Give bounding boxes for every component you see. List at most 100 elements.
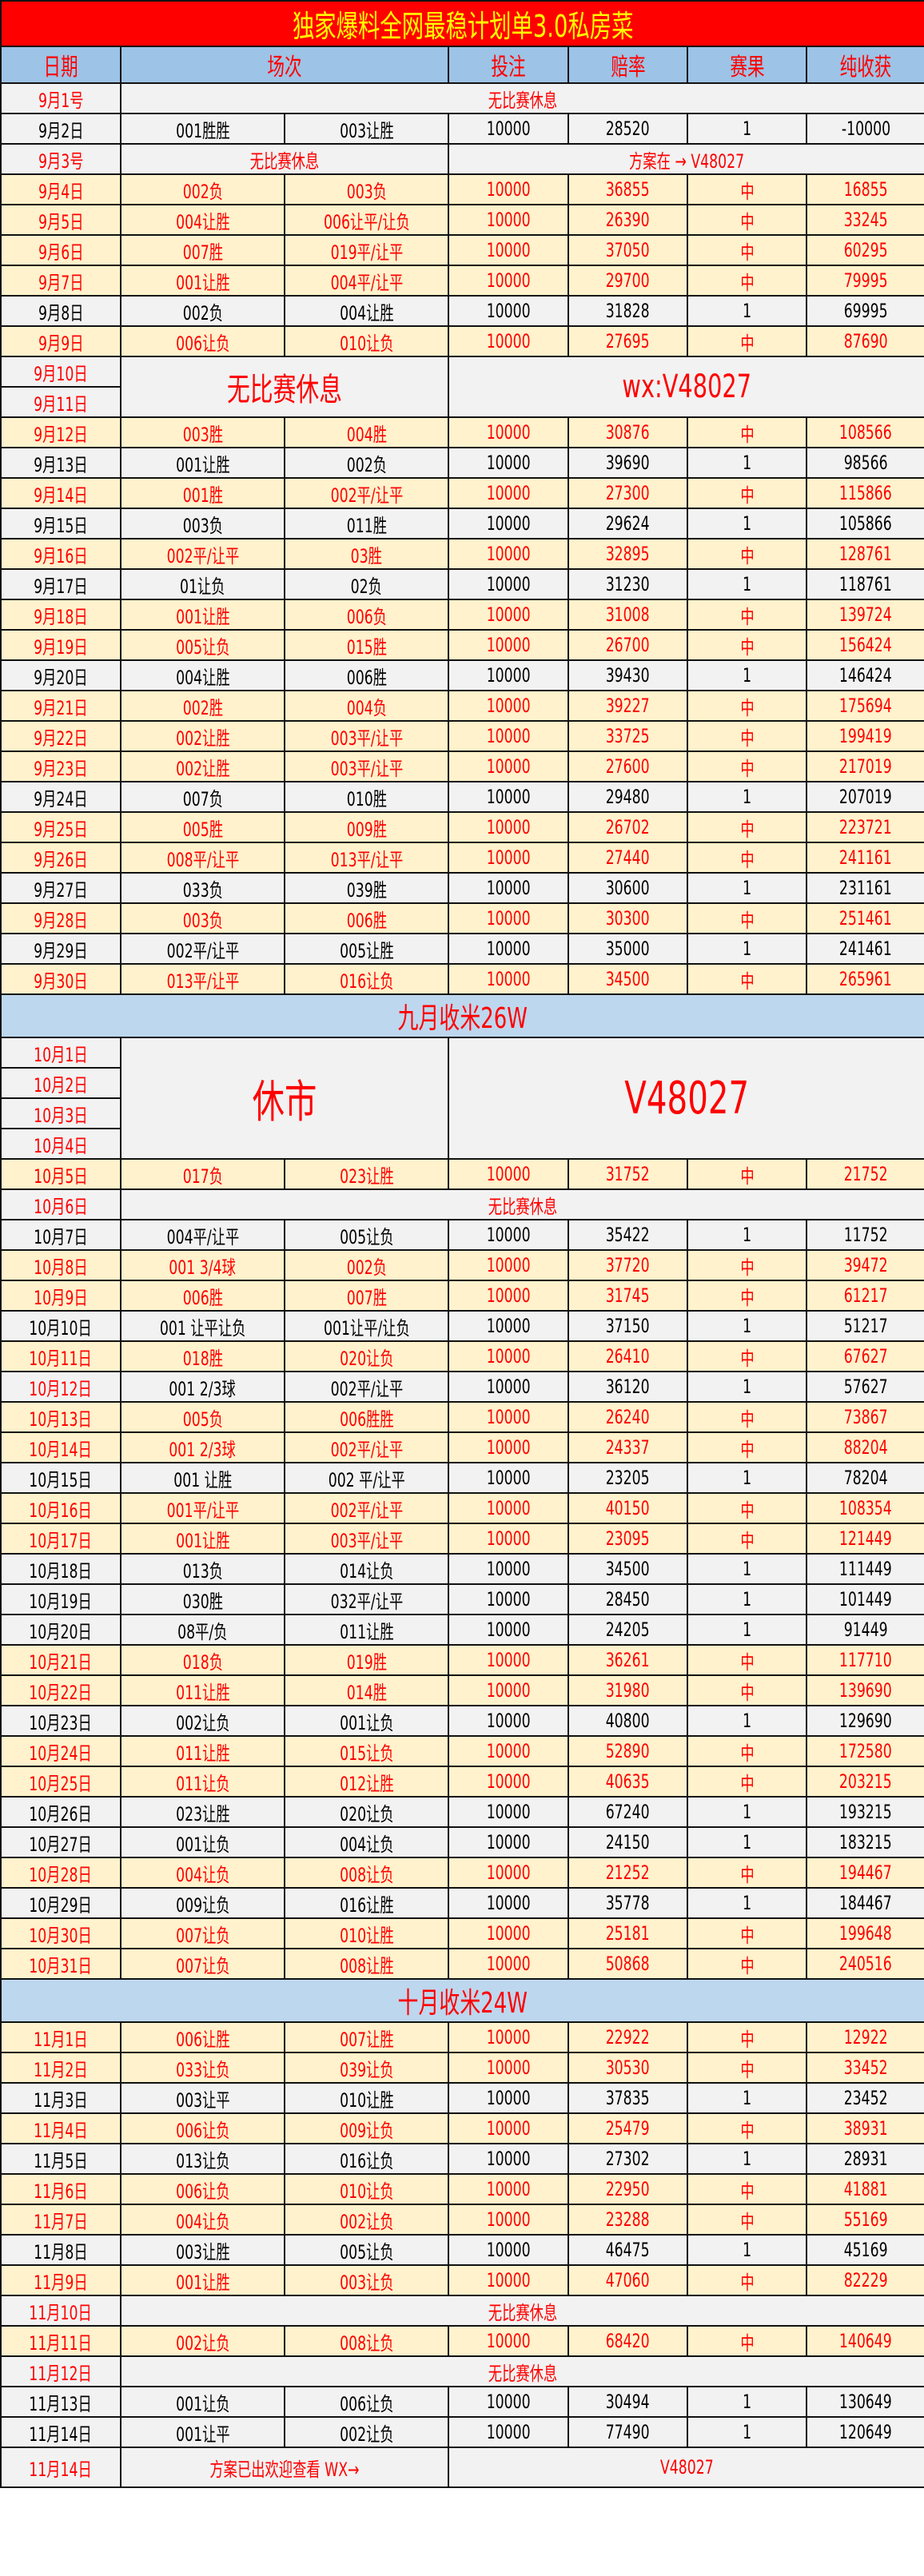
rest-note-text: 休市 — [252, 1076, 317, 1129]
monthly-summary-text: 九月收米26W — [397, 1002, 528, 1035]
odds-cell: 25181 — [568, 1917, 688, 1949]
match-b-cell-text: 023让胜 — [339, 1165, 394, 1188]
result-cell: 中 — [687, 1857, 807, 1889]
table-row: 10月26日 023让胜 020让负 10000 67240 1 193215 — [0, 1796, 924, 1828]
match-b-cell: 006让平/让负 — [284, 204, 449, 236]
result-cell-text: 中 — [739, 1499, 755, 1522]
odds-cell: 34500 — [568, 963, 688, 995]
contact-note: V48027 — [447, 1037, 924, 1160]
table-row: 9月9日 006让负 010让负 10000 27695 中 87690 — [0, 325, 924, 357]
table-row: 9月15日 003负 011胜 10000 29624 1 105866 — [0, 508, 924, 539]
rest-day-row: 9月11日 — [0, 386, 924, 418]
stake-cell-text: 10000 — [486, 2148, 531, 2170]
profit-cell-text: 199648 — [839, 1922, 893, 1945]
match-b-cell-text: 009让负 — [339, 2119, 394, 2142]
rest-note-text: 无比赛休息 — [227, 372, 342, 408]
date-cell: 9月3号 — [0, 143, 121, 175]
result-cell-text: 中 — [739, 2331, 755, 2355]
match-b-cell: 005让负 — [284, 2234, 449, 2266]
match-a-cell-text: 001让负 — [175, 2392, 230, 2415]
date-cell: 9月15日 — [0, 508, 121, 539]
profit-cell: 91449 — [805, 1614, 924, 1646]
stake-cell-text: 10000 — [486, 300, 531, 322]
promo-row: 11月14日 方案已出欢迎查看 WX→ V48027 — [0, 2447, 924, 2488]
odds-cell: 37720 — [568, 1249, 688, 1281]
result-cell-text: 中 — [739, 271, 755, 294]
match-b-cell-text: 003负 — [346, 180, 387, 203]
match-b-cell: 03胜 — [284, 538, 449, 570]
result-cell: 中 — [687, 416, 807, 448]
date-cell-text: 9月14日 — [34, 484, 88, 507]
date-cell-text: 10月21日 — [29, 1650, 93, 1674]
match-b-cell-text: 016让胜 — [339, 1893, 394, 1917]
profit-cell-text: 120649 — [839, 2421, 893, 2443]
date-cell: 10月17日 — [0, 1523, 121, 1555]
stake-cell: 10000 — [448, 2416, 569, 2448]
match-b-cell: 003让胜 — [284, 113, 449, 145]
match-a-cell: 007负 — [120, 781, 285, 813]
table-row: 10月20日 08平/负 011让胜 10000 24205 1 91449 — [0, 1614, 924, 1646]
profit-cell: 23452 — [805, 2082, 924, 2114]
header-odds: 赔率 — [568, 46, 688, 84]
odds-cell: 21252 — [568, 1857, 688, 1889]
page-title: 独家爆料全网最稳计划单3.0私房菜 — [0, 0, 924, 47]
match-b-cell: 015胜 — [284, 629, 449, 661]
match-b-cell: 010让胜 — [284, 2082, 449, 2114]
profit-cell-text: 121449 — [839, 1527, 893, 1550]
odds-cell: 31752 — [568, 1158, 688, 1190]
match-b-cell-text: 006胜 — [346, 666, 387, 689]
profit-cell-text: 91449 — [843, 1618, 888, 1641]
odds-cell-text: 35000 — [606, 938, 650, 960]
rest-day-row: 10月2日 — [0, 1067, 924, 1099]
date-cell-text: 11月4日 — [34, 2119, 88, 2142]
date-cell: 10月13日 — [0, 1401, 121, 1433]
result-cell-text: 中 — [739, 757, 755, 780]
date-cell: 9月5日 — [0, 204, 121, 236]
result-cell-text: 1 — [742, 1224, 752, 1246]
profit-cell: 33245 — [805, 204, 924, 236]
stake-cell-text: 10000 — [486, 2026, 531, 2048]
match-a-cell: 023让胜 — [120, 1796, 285, 1828]
header-result: 赛果 — [687, 46, 807, 84]
odds-cell: 36120 — [568, 1371, 688, 1403]
stake-cell: 10000 — [448, 1310, 569, 1342]
date-cell: 10月11日 — [0, 1340, 121, 1372]
table-row: 10月28日 004让负 008让负 10000 21252 中 194467 — [0, 1857, 924, 1889]
match-a-cell: 003让胜 — [120, 2234, 285, 2266]
stake-cell: 10000 — [448, 1887, 569, 1919]
odds-cell-text: 68420 — [606, 2330, 650, 2352]
stake-cell: 10000 — [448, 751, 569, 782]
stake-cell-text: 10000 — [486, 755, 531, 778]
result-cell-text: 1 — [742, 1892, 752, 1914]
match-a-cell-text: 001平/让平 — [166, 1499, 239, 1522]
result-cell-text: 1 — [742, 1376, 752, 1398]
match-a-cell: 005让负 — [120, 629, 285, 661]
odds-cell: 29624 — [568, 508, 688, 539]
result-cell-text: 1 — [742, 2391, 752, 2413]
odds-cell-text: 29624 — [606, 512, 650, 535]
result-cell: 中 — [687, 1340, 807, 1372]
match-a-cell: 004让负 — [120, 2204, 285, 2236]
date-cell: 11月14日 — [0, 2447, 121, 2488]
match-a-cell: 003胜 — [120, 416, 285, 448]
profit-cell-text: 241161 — [839, 846, 893, 869]
match-a-cell: 033负 — [120, 872, 285, 904]
table-row: 10月22日 011让胜 014胜 10000 31980 中 139690 — [0, 1674, 924, 1706]
profit-cell-text: 101449 — [839, 1588, 893, 1610]
match-a-cell-text: 004让胜 — [175, 666, 230, 689]
match-a-cell: 001让胜 — [120, 599, 285, 631]
match-a-cell: 002让负 — [120, 1705, 285, 1737]
odds-cell-text: 27695 — [606, 330, 650, 352]
match-a-cell: 009让负 — [120, 1887, 285, 1919]
odds-cell: 46475 — [568, 2234, 688, 2266]
match-a-cell: 001让平 — [120, 2416, 285, 2448]
result-cell-text: 1 — [742, 512, 752, 535]
match-a-cell: 001 让胜 — [120, 1462, 285, 1494]
date-cell: 10月29日 — [0, 1887, 121, 1919]
match-a-cell: 006让负 — [120, 2173, 285, 2205]
table-row: 10月27日 001让负 004让负 10000 24150 1 183215 — [0, 1826, 924, 1858]
match-b-cell-text: 010胜 — [346, 787, 387, 810]
profit-cell: 193215 — [805, 1796, 924, 1828]
match-a-cell-text: 008平/让平 — [166, 848, 239, 871]
match-a-cell: 003让平 — [120, 2082, 285, 2114]
